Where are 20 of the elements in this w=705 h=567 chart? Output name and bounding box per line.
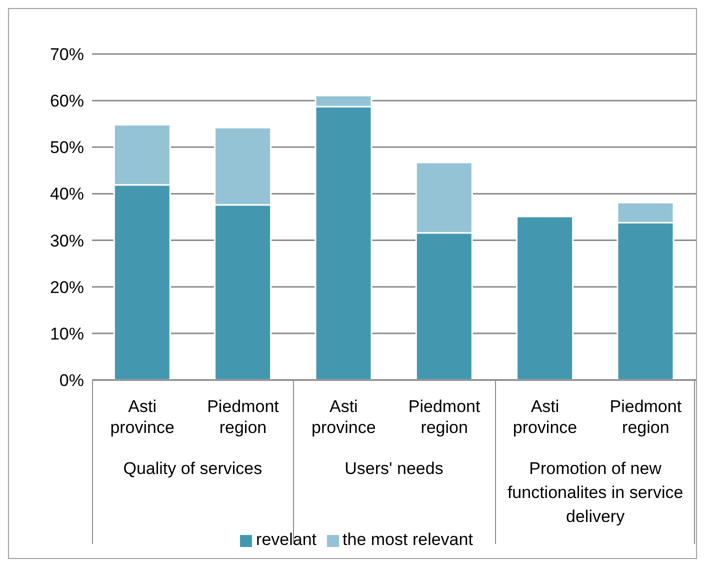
text: Promotion of new functionalites in service delivery: [506, 458, 684, 528]
legend-label: revelant: [256, 530, 317, 549]
x-tick-label: Piedmont region: [610, 397, 682, 437]
y-tick-label: 40%: [50, 184, 84, 204]
y-tick-label: 0%: [59, 371, 84, 390]
text: Quality of services: [122, 458, 264, 480]
y-tick-label: 60%: [50, 92, 84, 111]
x-tick-label: Asti province: [110, 397, 174, 437]
x-tick-label: Asti province: [312, 397, 376, 437]
x-tick-label: Piedmont region: [207, 397, 280, 437]
x-tick-label: Piedmont region: [408, 397, 481, 437]
legend-label: the most relevant: [342, 530, 473, 549]
bar: [516, 216, 574, 380]
y-tick-label: 20%: [50, 278, 84, 297]
y-tick-label: 10%: [50, 324, 84, 344]
text: Users' needs: [344, 458, 444, 480]
y-tick-label: 30%: [50, 231, 84, 250]
x-tick-label: Asti province: [512, 397, 578, 437]
y-tick-label: 70%: [50, 45, 84, 64]
y-tick-label: 50%: [50, 138, 84, 158]
